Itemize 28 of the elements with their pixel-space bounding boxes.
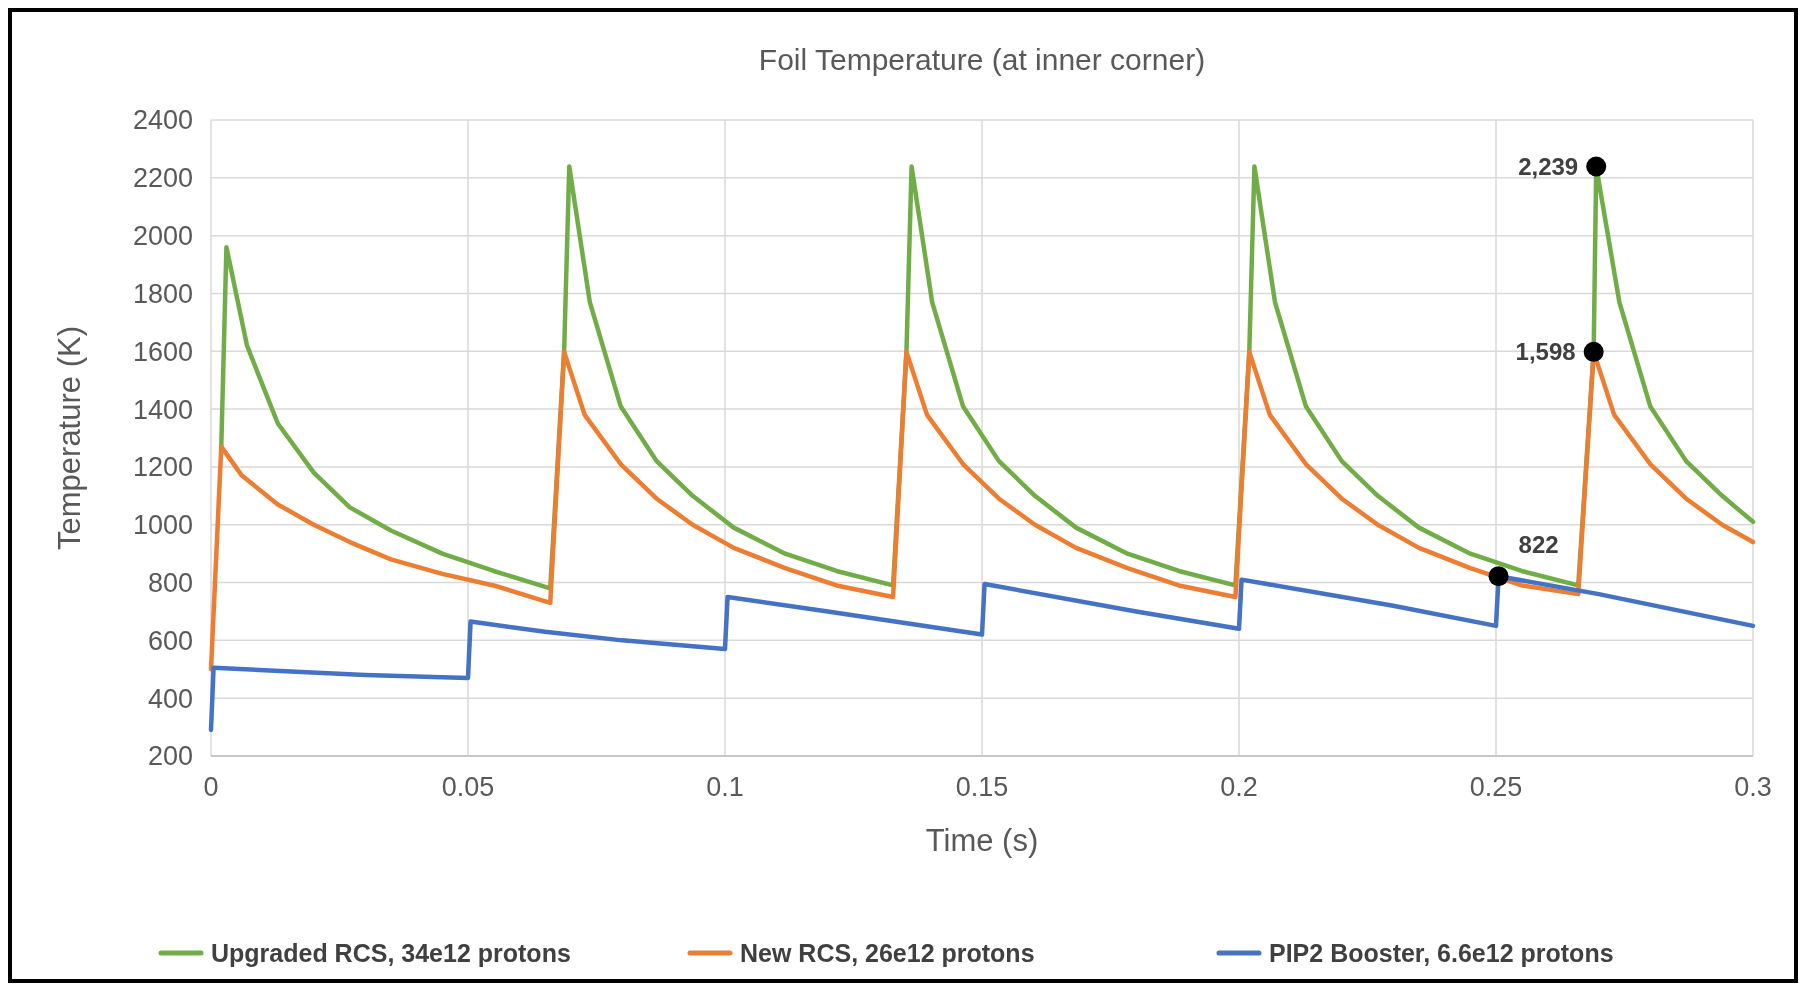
- y-axis-title: Temperature (K): [52, 326, 87, 550]
- x-tick-label: 0.25: [1469, 772, 1523, 802]
- y-tick-label: 200: [147, 741, 193, 772]
- y-tick-label: 800: [147, 568, 193, 598]
- y-tick-label: 2000: [132, 221, 193, 252]
- legend-label: Upgraded RCS, 34e12 protons: [211, 938, 571, 967]
- y-tick-label: 1400: [132, 394, 193, 425]
- x-tick-label: 0.2: [1220, 772, 1258, 802]
- x-axis-title: Time (s): [925, 823, 1039, 858]
- x-tick-label: 0.15: [955, 772, 1009, 802]
- y-tick-label: 600: [147, 625, 193, 656]
- y-tick-label: 1200: [132, 452, 193, 483]
- x-tick-label: 0.3: [1734, 772, 1772, 802]
- y-tick-label: 1600: [132, 336, 193, 367]
- y-tick-label: 1000: [132, 510, 193, 541]
- y-tick-label: 400: [147, 683, 193, 714]
- annotation: 2,239: [1518, 152, 1579, 180]
- y-tick-label: 1800: [132, 278, 193, 309]
- legend-label: PIP2 Booster, 6.6e12 protons: [1269, 938, 1614, 967]
- x-tick-label: 0.1: [706, 772, 744, 802]
- x-tick-label: 0.05: [441, 772, 495, 802]
- y-tick-label: 2400: [132, 105, 193, 136]
- y-tick-label: 2200: [132, 163, 193, 194]
- annotation: 1,598: [1515, 338, 1576, 366]
- annotation: 822: [1518, 530, 1559, 558]
- x-tick-label: 0: [203, 772, 219, 802]
- chart-title: Foil Temperature (at inner corner): [758, 43, 1206, 76]
- legend-label: New RCS, 26e12 protons: [740, 938, 1035, 967]
